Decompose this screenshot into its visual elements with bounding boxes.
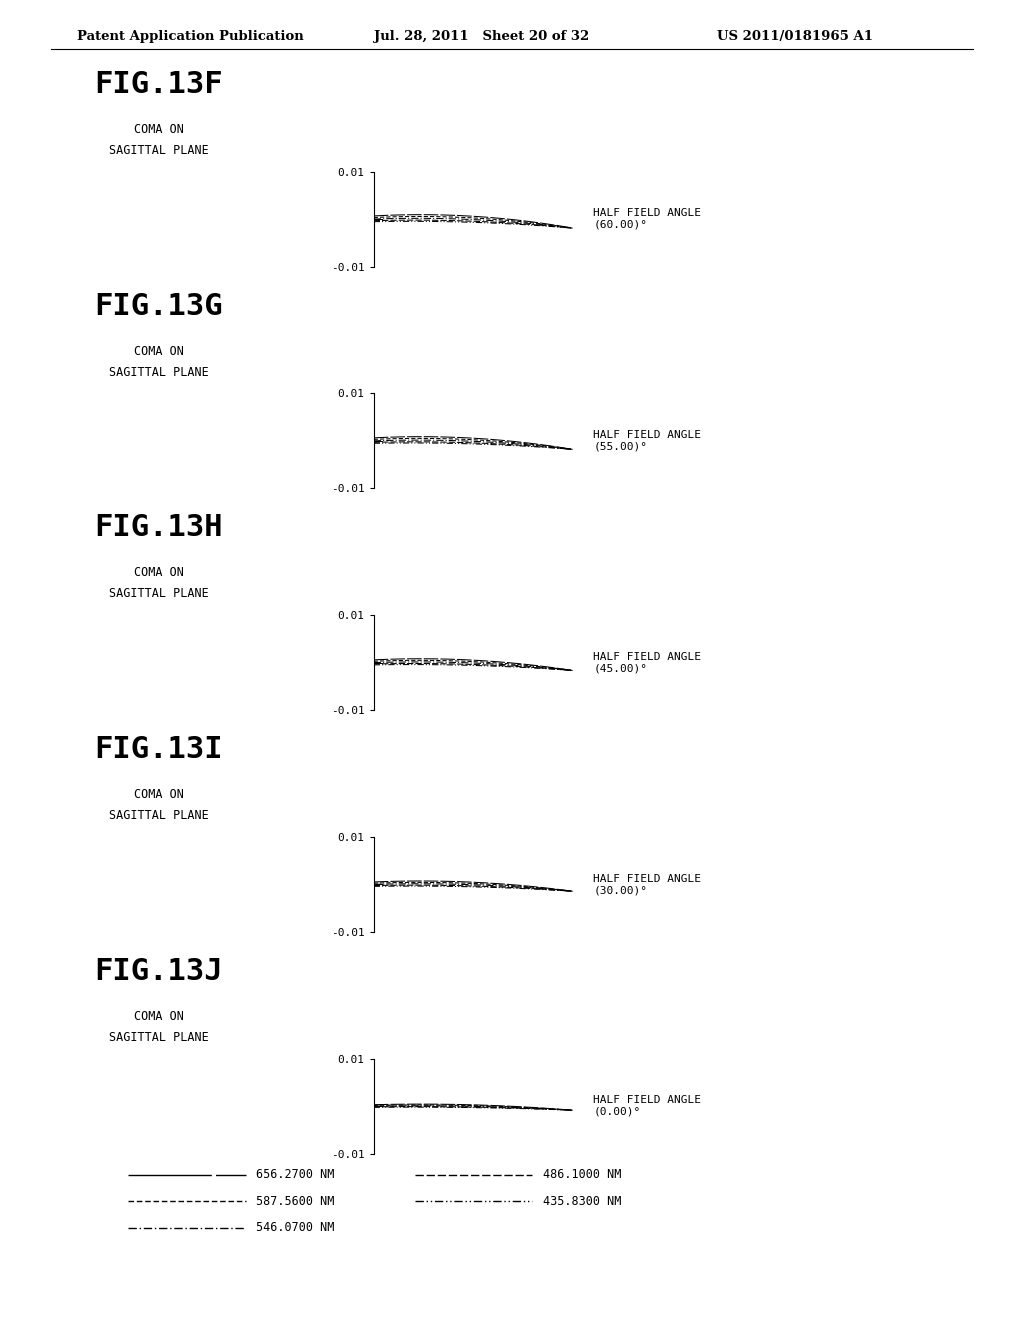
Text: FIG.13H: FIG.13H: [94, 513, 223, 543]
Text: HALF FIELD ANGLE
(45.00)°: HALF FIELD ANGLE (45.00)°: [594, 652, 701, 673]
Text: 486.1000 NM: 486.1000 NM: [543, 1168, 622, 1181]
Text: HALF FIELD ANGLE
(55.00)°: HALF FIELD ANGLE (55.00)°: [594, 430, 701, 451]
Text: 546.0700 NM: 546.0700 NM: [256, 1221, 335, 1234]
Text: 587.5600 NM: 587.5600 NM: [256, 1195, 335, 1208]
Text: COMA ON: COMA ON: [134, 1010, 183, 1023]
Text: SAGITTAL PLANE: SAGITTAL PLANE: [109, 144, 209, 157]
Text: FIG.13G: FIG.13G: [94, 292, 223, 321]
Text: HALF FIELD ANGLE
(0.00)°: HALF FIELD ANGLE (0.00)°: [594, 1096, 701, 1117]
Text: HALF FIELD ANGLE
(60.00)°: HALF FIELD ANGLE (60.00)°: [594, 209, 701, 230]
Text: FIG.13F: FIG.13F: [94, 70, 223, 99]
Text: FIG.13I: FIG.13I: [94, 735, 223, 764]
Text: HALF FIELD ANGLE
(30.00)°: HALF FIELD ANGLE (30.00)°: [594, 874, 701, 895]
Text: Jul. 28, 2011   Sheet 20 of 32: Jul. 28, 2011 Sheet 20 of 32: [374, 30, 589, 44]
Text: SAGITTAL PLANE: SAGITTAL PLANE: [109, 809, 209, 822]
Text: SAGITTAL PLANE: SAGITTAL PLANE: [109, 1031, 209, 1044]
Text: Patent Application Publication: Patent Application Publication: [77, 30, 303, 44]
Text: SAGITTAL PLANE: SAGITTAL PLANE: [109, 587, 209, 601]
Text: US 2011/0181965 A1: US 2011/0181965 A1: [717, 30, 872, 44]
Text: COMA ON: COMA ON: [134, 123, 183, 136]
Text: COMA ON: COMA ON: [134, 345, 183, 358]
Text: COMA ON: COMA ON: [134, 788, 183, 801]
Text: SAGITTAL PLANE: SAGITTAL PLANE: [109, 366, 209, 379]
Text: COMA ON: COMA ON: [134, 566, 183, 579]
Text: 435.8300 NM: 435.8300 NM: [543, 1195, 622, 1208]
Text: FIG.13J: FIG.13J: [94, 957, 223, 986]
Text: 656.2700 NM: 656.2700 NM: [256, 1168, 335, 1181]
